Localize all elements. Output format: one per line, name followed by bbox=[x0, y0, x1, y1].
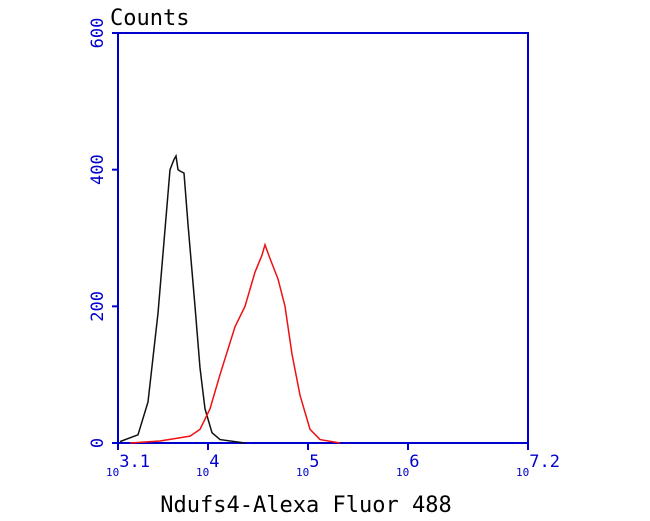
y-tick-label: 200 bbox=[88, 291, 108, 322]
x-tick-base: 10 bbox=[296, 466, 309, 479]
x-tick-exponent: 5 bbox=[309, 452, 319, 472]
x-tick-exponent: 4 bbox=[209, 452, 219, 472]
histogram-line bbox=[119, 153, 246, 444]
histogram-line bbox=[129, 242, 341, 444]
x-tick-label: 104 bbox=[196, 452, 220, 479]
y-tick-label: 0 bbox=[88, 438, 108, 448]
x-tick-label: 103.1 bbox=[106, 452, 150, 479]
x-tick-exponent: 6 bbox=[409, 452, 419, 472]
y-tick-label: 400 bbox=[88, 154, 108, 185]
x-tick-exponent: 3.1 bbox=[119, 452, 150, 472]
x-tick-label: 107.2 bbox=[516, 452, 560, 479]
x-tick-label: 106 bbox=[396, 452, 420, 479]
x-tick-base: 10 bbox=[516, 466, 529, 479]
x-tick-label: 105 bbox=[296, 452, 320, 479]
x-tick-base: 10 bbox=[106, 466, 119, 479]
y-axis-label: Counts bbox=[110, 6, 189, 31]
plot-frame bbox=[117, 32, 529, 444]
x-axis-label: Ndufs4-Alexa Fluor 488 bbox=[160, 493, 451, 518]
y-tick-label: 600 bbox=[88, 18, 108, 49]
x-tick-base: 10 bbox=[396, 466, 409, 479]
x-tick-exponent: 7.2 bbox=[529, 452, 560, 472]
x-tick-base: 10 bbox=[196, 466, 209, 479]
